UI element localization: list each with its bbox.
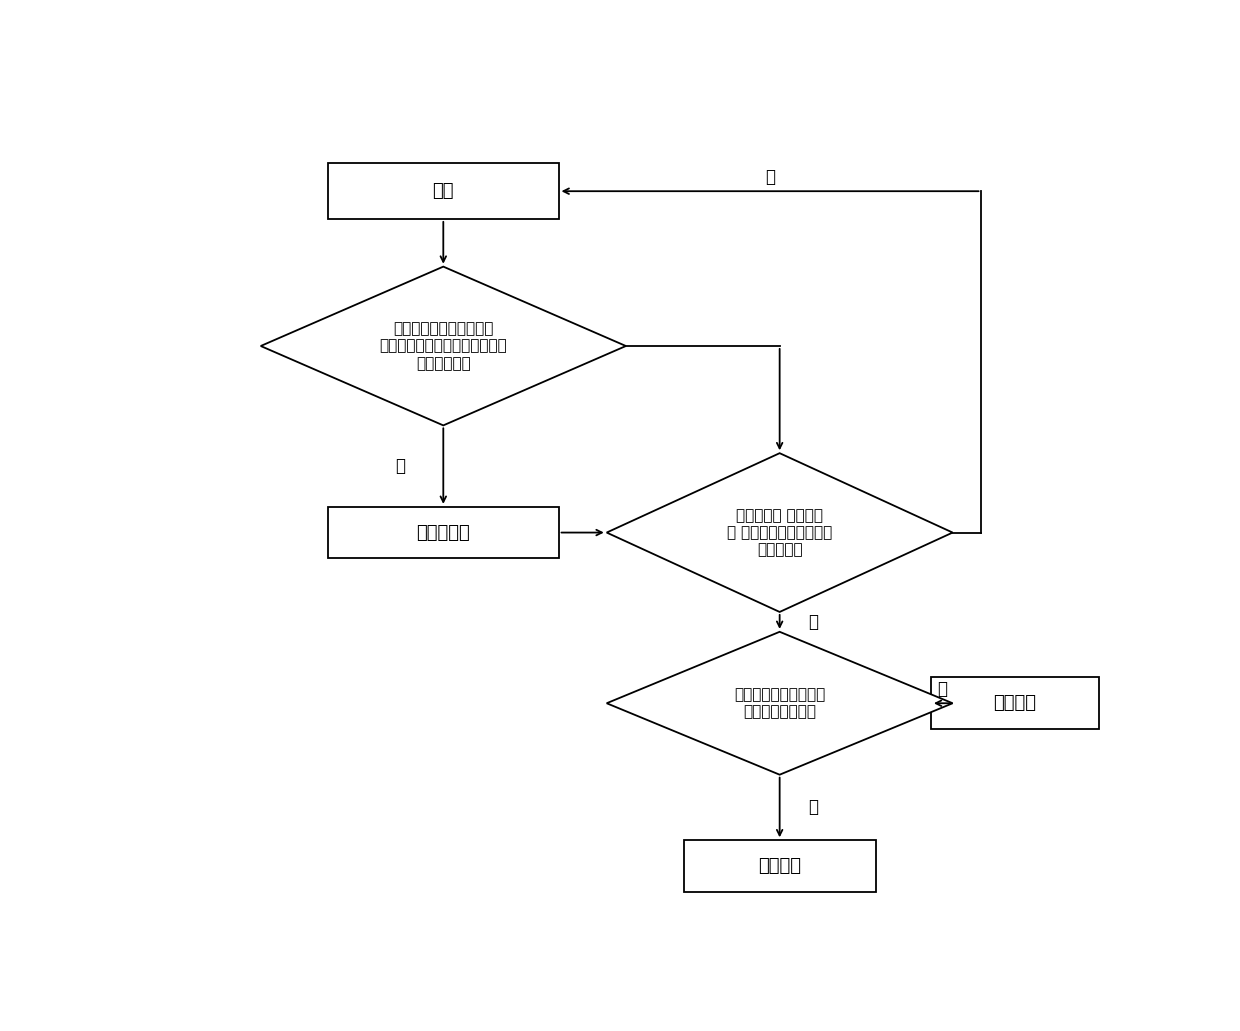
Bar bbox=[683, 840, 875, 892]
Bar bbox=[931, 677, 1099, 729]
Polygon shape bbox=[606, 454, 952, 612]
Text: 跳跃控制: 跳跃控制 bbox=[758, 857, 801, 875]
Bar bbox=[327, 507, 558, 559]
Text: 是: 是 bbox=[394, 457, 404, 475]
Text: 是: 是 bbox=[808, 798, 818, 817]
Text: 维持控制: 维持控制 bbox=[993, 694, 1037, 712]
Bar bbox=[327, 164, 558, 219]
Text: 是: 是 bbox=[765, 168, 775, 186]
Text: 开始: 开始 bbox=[433, 182, 454, 200]
Text: 否: 否 bbox=[808, 612, 818, 631]
Text: 跟随扭矩不等于前一采
样的修正部分扭矩: 跟随扭矩不等于前一采 样的修正部分扭矩 bbox=[734, 687, 826, 720]
Text: 初始化控制: 初始化控制 bbox=[417, 524, 470, 541]
Polygon shape bbox=[606, 632, 952, 774]
Text: 非蠕动状态且非起步状态
且非换挡状态且离合器没有打开
且非故障模式: 非蠕动状态且非起步状态 且非换挡状态且离合器没有打开 且非故障模式 bbox=[379, 321, 507, 371]
Text: 蠕动状态或 起步状态
或 换挡状态或离合器打开
或故障模式: 蠕动状态或 起步状态 或 换挡状态或离合器打开 或故障模式 bbox=[727, 507, 832, 558]
Text: 否: 否 bbox=[936, 680, 947, 698]
Polygon shape bbox=[260, 267, 626, 426]
